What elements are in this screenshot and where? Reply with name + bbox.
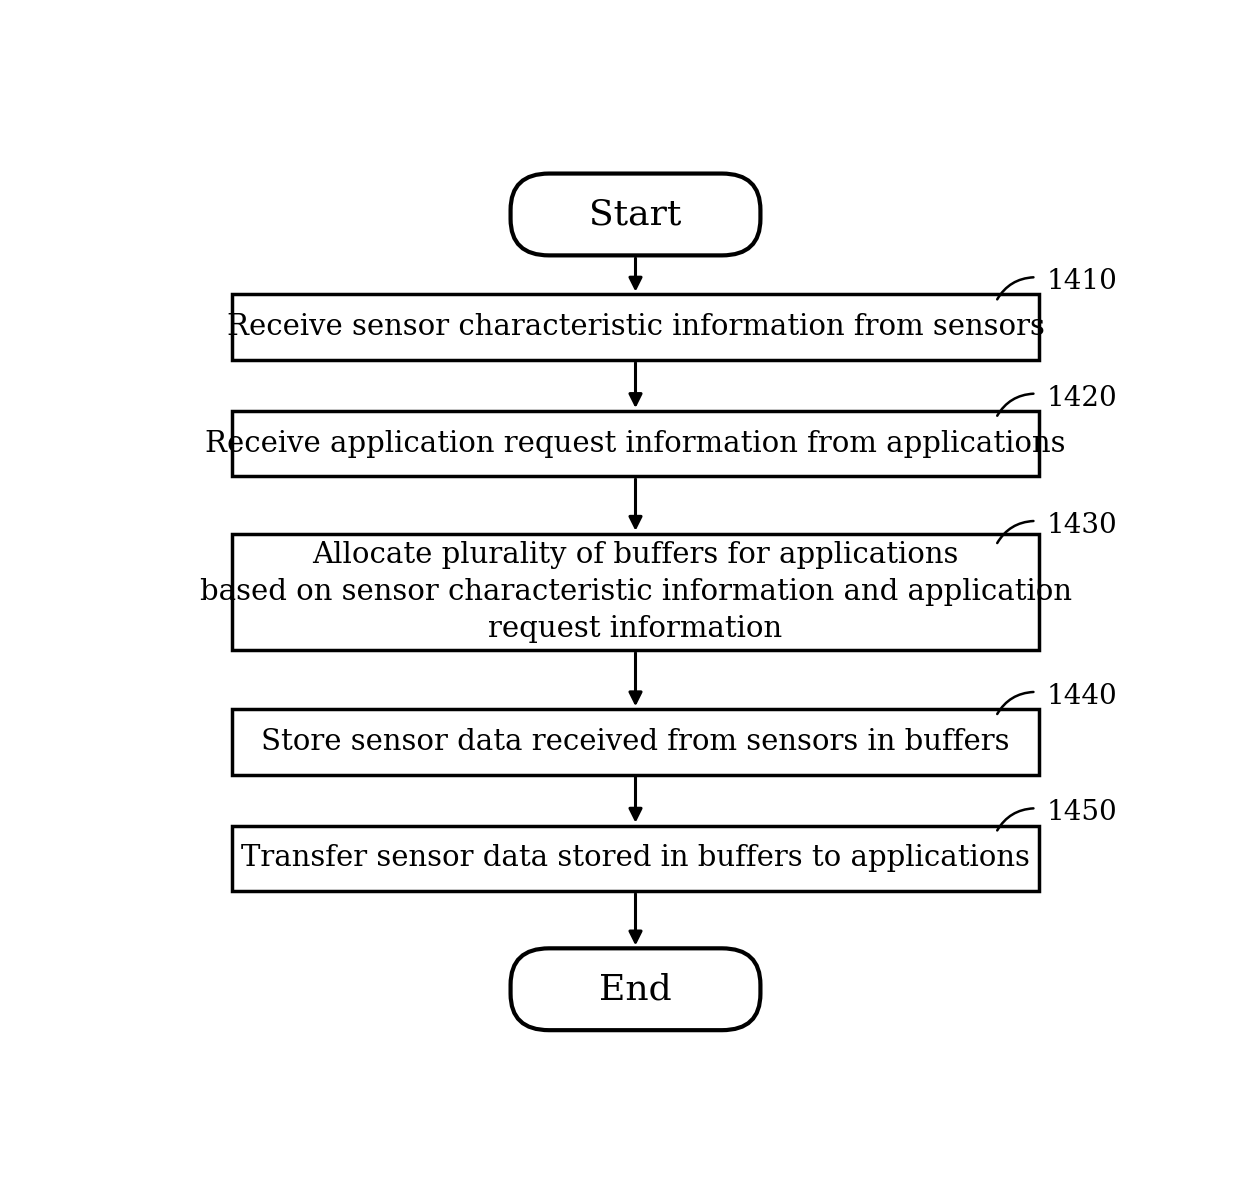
Text: Receive application request information from applications: Receive application request information … (206, 430, 1065, 457)
Bar (232, 826, 1039, 890)
Text: End: End (599, 972, 672, 1006)
Text: 1450: 1450 (1047, 800, 1117, 827)
Bar (232, 709, 1039, 775)
Text: Transfer sensor data stored in buffers to applications: Transfer sensor data stored in buffers t… (241, 844, 1030, 873)
Bar (232, 294, 1039, 360)
Text: Start: Start (589, 197, 682, 231)
Text: 1420: 1420 (1047, 385, 1117, 412)
Text: 1410: 1410 (1047, 268, 1117, 295)
Text: 1440: 1440 (1047, 683, 1117, 710)
Bar (232, 534, 1039, 650)
Text: Receive sensor characteristic information from sensors: Receive sensor characteristic informatio… (227, 313, 1044, 341)
Bar (232, 411, 1039, 476)
Text: Allocate plurality of buffers for applications
based on sensor characteristic in: Allocate plurality of buffers for applic… (200, 541, 1071, 642)
FancyBboxPatch shape (511, 174, 760, 255)
Text: 1430: 1430 (1047, 513, 1117, 539)
FancyBboxPatch shape (511, 948, 760, 1030)
Text: Store sensor data received from sensors in buffers: Store sensor data received from sensors … (262, 727, 1009, 756)
